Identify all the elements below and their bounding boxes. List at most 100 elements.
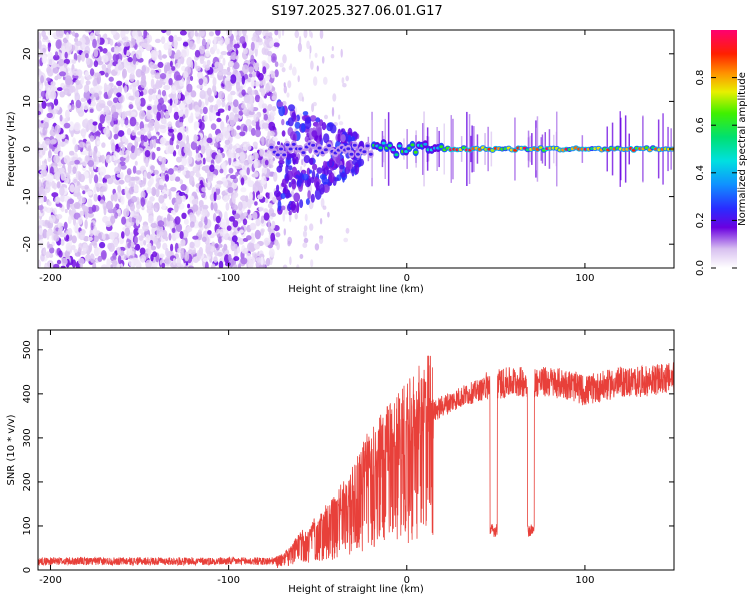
- heatmap-cell: [134, 236, 139, 244]
- heatmap-cell: [132, 30, 138, 39]
- heatmap-cell: [128, 216, 133, 223]
- heatmap-cell: [236, 34, 240, 41]
- heatmap-cell: [47, 173, 54, 183]
- heatmap-cell: [177, 132, 183, 141]
- heatmap-cell: [242, 30, 247, 36]
- heatmap-cell: [299, 254, 304, 259]
- heatmap-cell: [213, 142, 218, 148]
- colorbar-tick-label: 0.2: [695, 212, 706, 228]
- heatmap-cell: [46, 229, 53, 236]
- heatmap-cell: [338, 114, 341, 120]
- heatmap-cell: [215, 154, 222, 164]
- heatmap-cell: [124, 227, 131, 237]
- heatmap-cell: [263, 212, 270, 221]
- heatmap-cell: [264, 36, 271, 46]
- heatmap-cell: [257, 194, 264, 200]
- heatmap-cell: [73, 248, 78, 254]
- heatmap-cell: [96, 151, 101, 158]
- heatmap-cell: [82, 205, 89, 212]
- heatmap-cell: [394, 153, 399, 157]
- heatmap-cell: [160, 117, 167, 125]
- heatmap-cell: [174, 97, 179, 105]
- heatmap-cell: [149, 139, 154, 150]
- heatmap-cell: [274, 30, 279, 36]
- heatmap-cell: [43, 248, 47, 255]
- heatmap-cell: [84, 118, 88, 124]
- heatmap-cell: [168, 78, 173, 86]
- heatmap-cell: [269, 145, 274, 149]
- heatmap-cell: [181, 49, 187, 58]
- heatmap-cell: [93, 163, 97, 170]
- heatmap-cell: [97, 194, 101, 202]
- heatmap-cell: [38, 159, 42, 168]
- heatmap-cell: [268, 121, 276, 131]
- heatmap-cell: [170, 243, 174, 252]
- heatmap-cell: [287, 117, 294, 127]
- heatmap-cell: [63, 88, 70, 96]
- heatmap-cell: [230, 74, 237, 84]
- heatmap-cell: [314, 52, 318, 58]
- heatmap-cell: [248, 256, 256, 264]
- heatmap-cell: [65, 242, 71, 252]
- heatmap-cell: [85, 53, 89, 59]
- heatmap-cell: [180, 184, 187, 191]
- heatmap-cell: [146, 171, 152, 179]
- spectrogram-heatmap: [38, 30, 674, 268]
- heatmap-cell: [126, 194, 132, 200]
- heatmap-cell: [250, 127, 256, 136]
- heatmap-cell: [181, 195, 186, 202]
- heatmap-cell: [150, 165, 155, 171]
- spectrogram-x-axis-label: Height of straight line (km): [288, 284, 424, 295]
- heatmap-cell: [147, 130, 152, 139]
- heatmap-cell: [121, 111, 127, 119]
- heatmap-cell: [161, 54, 168, 59]
- heatmap-cell: [347, 127, 353, 137]
- heatmap-cell: [251, 36, 257, 42]
- heatmap-cell: [170, 187, 177, 192]
- heatmap-cell: [177, 247, 181, 254]
- heatmap-cell: [281, 118, 285, 126]
- heatmap-cell: [96, 140, 101, 146]
- heatmap-cell: [79, 210, 85, 216]
- heatmap-cell: [240, 195, 248, 202]
- heatmap-cell: [157, 61, 164, 68]
- heatmap-cell: [67, 215, 72, 224]
- heatmap-cell: [230, 174, 237, 180]
- heatmap-cell: [39, 84, 43, 91]
- heatmap-cell: [71, 31, 76, 37]
- heatmap-cell: [175, 195, 183, 205]
- heatmap-cell: [48, 243, 53, 249]
- heatmap-cell: [224, 83, 229, 91]
- heatmap-cell: [161, 30, 167, 34]
- heatmap-cell: [192, 235, 199, 240]
- heatmap-cell: [98, 232, 102, 240]
- heatmap-cell: [87, 198, 93, 209]
- heatmap-cell: [38, 205, 44, 211]
- colorbar-gradient: [711, 30, 737, 268]
- heatmap-cell: [169, 60, 173, 68]
- heatmap-cell: [216, 180, 223, 185]
- colorbar: 0.0 0.2 0.4 0.6 0.8 Normalized spectral ampl…: [695, 30, 748, 276]
- heatmap-cell: [172, 257, 176, 266]
- heatmap-cell: [99, 241, 106, 249]
- heatmap-cell: [161, 202, 167, 210]
- heatmap-cell: [53, 98, 59, 106]
- heatmap-cell: [439, 145, 444, 149]
- heatmap-cell: [254, 46, 258, 57]
- heatmap-cell: [123, 46, 127, 56]
- heatmap-cell: [106, 100, 113, 107]
- heatmap-cell: [109, 155, 117, 162]
- heatmap-cell: [103, 127, 110, 135]
- heatmap-cell: [276, 242, 280, 251]
- heatmap-cell: [118, 64, 124, 71]
- heatmap-cell: [145, 157, 149, 168]
- heatmap-cell: [221, 177, 227, 182]
- heatmap-cell: [194, 49, 201, 58]
- heatmap-cell: [69, 160, 75, 166]
- heatmap-cell: [134, 160, 138, 166]
- heatmap-cell: [47, 87, 51, 96]
- heatmap-cell: [102, 54, 109, 63]
- heatmap-cell: [262, 260, 266, 266]
- heatmap-cell: [140, 90, 144, 97]
- heatmap-cell: [247, 214, 253, 220]
